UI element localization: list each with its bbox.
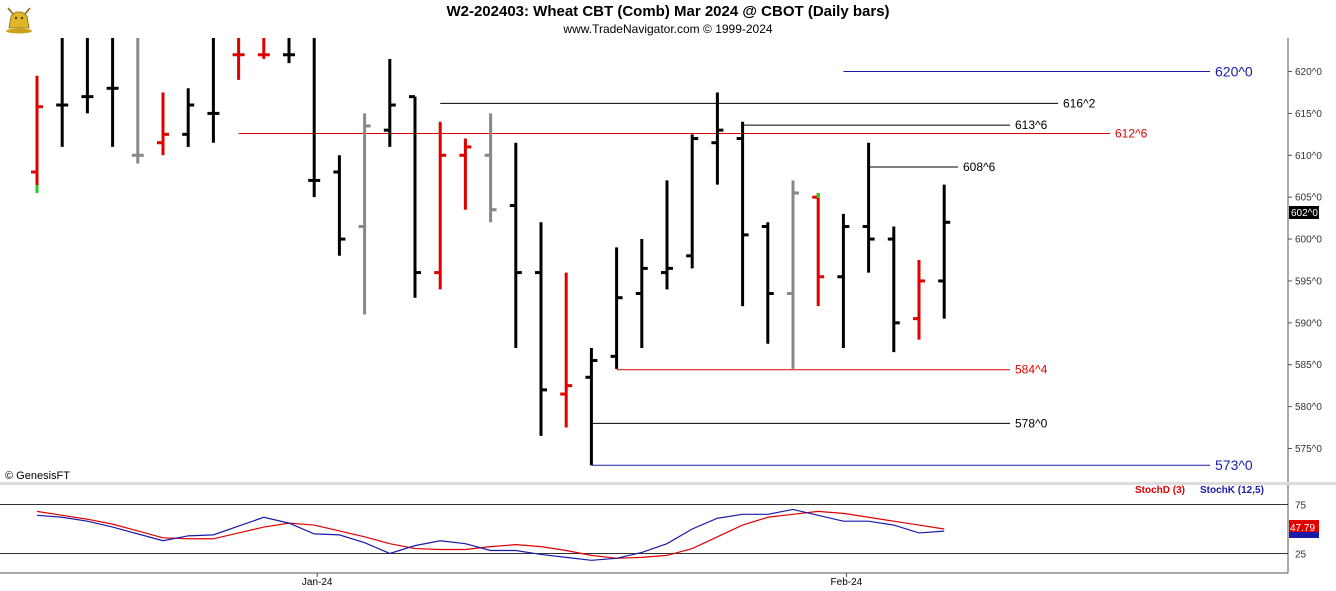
ohlc-bar: [358, 113, 371, 315]
price-panel: 575^0 580^0 585^0 590^0 595^0 600^0 605^0 610^0…: [0, 38, 1336, 482]
price-tick-label: 585^0: [1295, 360, 1322, 371]
price-tick-label: 620^0: [1295, 67, 1322, 78]
level-label: 573^0: [1215, 457, 1253, 473]
ohlc-bar: [711, 92, 724, 185]
ohlc-bar: [484, 113, 497, 223]
ohlc-bar: [459, 138, 472, 210]
stoch-last-label: 47.79: [1290, 523, 1315, 534]
ohlc-bar: [913, 260, 925, 340]
ohlc-bar: [56, 38, 69, 147]
ohlc-bar: [157, 92, 169, 156]
price-tick-label: 600^0: [1295, 235, 1322, 246]
ohlc-bar: [938, 184, 951, 319]
stoch-last-marker: 47.79: [1289, 520, 1319, 538]
price-tick-label: 605^0: [1295, 193, 1322, 204]
level-label: 584^4: [1015, 363, 1048, 377]
ohlc-bar: [635, 239, 648, 348]
ohlc-bar: [661, 180, 673, 290]
watermark: © GenesisFT: [5, 470, 70, 482]
x-tick-label: Jan-24: [302, 577, 333, 588]
ohlc-bar: [610, 247, 623, 369]
ohlc-bar: [535, 222, 547, 436]
stoch-line: [36, 510, 945, 559]
stoch-series: [36, 508, 945, 561]
ohlc-bar: [585, 347, 598, 466]
ohlc-bar: [383, 58, 396, 147]
ohlc-bar: [409, 95, 421, 298]
ohlc-bar: [232, 38, 245, 80]
ohlc-bar: [761, 222, 774, 344]
ohlc-bar: [182, 88, 195, 147]
stoch-line: [36, 508, 945, 561]
level-label: 612^6: [1115, 127, 1148, 141]
level-label: 608^6: [963, 160, 996, 174]
stoch-tick-label: 75: [1295, 501, 1307, 512]
last-price-label: 602^0: [1291, 208, 1318, 219]
ohlc-bar: [887, 226, 900, 353]
ohlc-bar: [509, 142, 522, 348]
last-price-marker: 602^0: [1289, 206, 1319, 219]
ohlc-bar: [106, 38, 119, 147]
level-label: 620^0: [1215, 64, 1253, 80]
ohlc-bar: [207, 38, 220, 143]
stochastic-panel: StochD (3) StochK (12,5) 25 75 47.79: [0, 485, 1319, 574]
ohlc-bar: [333, 155, 346, 256]
bull-logo-icon: [6, 7, 32, 34]
ohlc-bar: [787, 180, 799, 369]
ohlc-bar: [862, 142, 875, 273]
ohlc-bar: [81, 38, 94, 114]
level-label: 616^2: [1063, 96, 1096, 110]
stoch-axis: 25 75: [1295, 501, 1307, 561]
ohlc-bar: [837, 213, 850, 348]
x-axis: Jan-24 Feb-24: [0, 573, 1336, 591]
price-tick-label: 595^0: [1295, 276, 1322, 287]
chart-header: W2-202403: Wheat CBT (Comb) Mar 2024 @ C…: [0, 0, 1336, 38]
ohlc-bar: [686, 134, 699, 269]
chart-title: W2-202403: Wheat CBT (Comb) Mar 2024 @ C…: [446, 3, 890, 20]
price-tick-label: 575^0: [1295, 444, 1322, 455]
ohlc-bar: [736, 121, 749, 307]
price-bars: [31, 38, 951, 466]
level-lines: 620^0 616^2 613^6 612^6 608^6 584^4 578^0 573^0: [238, 64, 1253, 473]
x-tick-label: Feb-24: [831, 577, 863, 588]
level-label: 613^6: [1015, 118, 1048, 132]
level-label: 578^0: [1015, 416, 1048, 430]
stoch-tick-label: 25: [1295, 549, 1307, 560]
ohlc-bar: [31, 75, 43, 193]
stoch-reference-lines: [0, 504, 1288, 554]
ohlc-bar: [434, 121, 447, 290]
price-tick-label: 580^0: [1295, 402, 1322, 413]
price-tick-label: 590^0: [1295, 318, 1322, 329]
price-tick-label: 610^0: [1295, 151, 1322, 162]
price-tick-label: 615^0: [1295, 109, 1322, 120]
ohlc-bar: [560, 272, 573, 428]
price-axis: 575^0 580^0 585^0 590^0 595^0 600^0 605^0 610^0…: [1288, 67, 1322, 455]
chart-subtitle: www.TradeNavigator.com © 1999-2024: [563, 22, 773, 36]
legend-stochk: StochK (12,5): [1200, 485, 1264, 496]
ohlc-bar: [283, 38, 295, 64]
legend-stochd: StochD (3): [1135, 485, 1185, 496]
ohlc-bar: [257, 38, 270, 59]
ohlc-bar: [131, 38, 144, 164]
ohlc-bar: [308, 38, 321, 198]
